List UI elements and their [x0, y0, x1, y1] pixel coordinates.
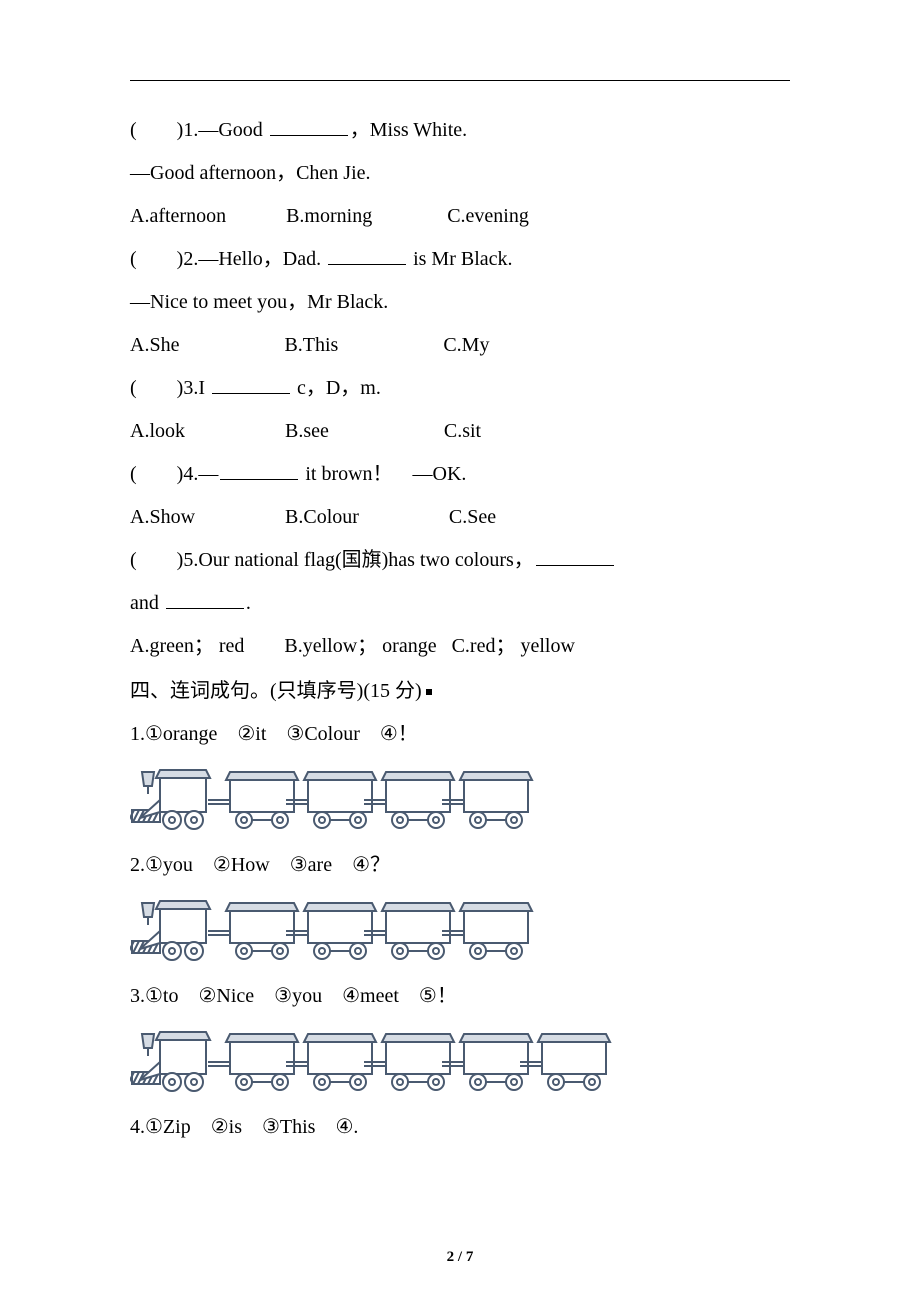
q2-line1-pre: ( )2.—Hello，Dad. — [130, 248, 326, 270]
q4-blank — [220, 460, 298, 480]
q1-options: A.afternoon B.morning C.evening — [130, 195, 790, 238]
s4q3-train — [130, 1022, 790, 1098]
q1-line1-post: ，Miss White. — [350, 119, 467, 141]
section4-title: 四、连词成句。(只填序号)(15 分) — [130, 670, 790, 713]
s4q1-text: 1.①orange ②it ③Colour ④！ — [130, 713, 790, 756]
q1-line1-pre: ( )1.—Good — [130, 119, 268, 141]
q3-options: A.look B.see C.sit — [130, 410, 790, 453]
q3-line1-post: c，D，m. — [292, 377, 381, 399]
page-number: 2 / 7 — [0, 1249, 920, 1266]
top-rule — [130, 80, 790, 81]
q1-blank — [270, 116, 348, 136]
q4: ( )4.— it brown！ —OK. — [130, 453, 790, 496]
q5-options: A.green； red B.yellow； orange C.red； yel… — [130, 625, 790, 668]
section4-title-text: 四、连词成句。(只填序号)(15 分) — [130, 680, 422, 702]
q1: ( )1.—Good ，Miss White. — [130, 109, 790, 152]
q1-line2: —Good afternoon，Chen Jie. — [130, 152, 790, 195]
q3-line1-pre: ( )3.I — [130, 377, 210, 399]
worksheet-content: ( )1.—Good ，Miss White. —Good afternoon，… — [130, 109, 790, 1149]
q5: ( )5.Our national flag(国旗)has two colour… — [130, 539, 790, 582]
q4-options: A.Show B.Colour C.See — [130, 496, 790, 539]
q3-blank — [212, 374, 290, 394]
q4-line1-pre: ( )4.— — [130, 463, 218, 485]
s4q2-text: 2.①you ②How ③are ④？ — [130, 844, 790, 887]
s4q4-text: 4.①Zip ②is ③This ④. — [130, 1106, 790, 1149]
q5-line2: and . — [130, 582, 790, 625]
q5-blank1 — [536, 546, 614, 566]
q5-line1-pre: ( )5.Our national flag(国旗)has two colour… — [130, 549, 534, 571]
q5-line2-pre: and — [130, 592, 164, 614]
q2-line2: —Nice to meet you，Mr Black. — [130, 281, 790, 324]
q5-line2-post: . — [246, 592, 251, 614]
s4q3-text: 3.①to ②Nice ③you ④meet ⑤！ — [130, 975, 790, 1018]
q2-options: A.She B.This C.My — [130, 324, 790, 367]
q5-blank2 — [166, 589, 244, 609]
q4-line1-mid: it brown！ —OK. — [300, 463, 466, 485]
q3: ( )3.I c，D，m. — [130, 367, 790, 410]
q2-line1-post: is Mr Black. — [408, 248, 512, 270]
q2: ( )2.—Hello，Dad. is Mr Black. — [130, 238, 790, 281]
bullet-icon — [426, 689, 432, 695]
s4q1-train — [130, 760, 790, 836]
s4q2-train — [130, 891, 790, 967]
q2-blank — [328, 245, 406, 265]
